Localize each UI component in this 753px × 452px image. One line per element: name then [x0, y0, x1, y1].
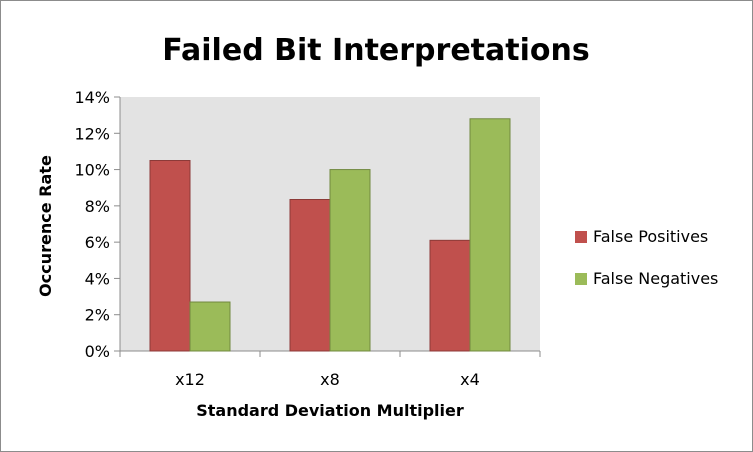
bar-false-negatives-x12	[189, 301, 231, 352]
legend-swatch	[575, 231, 587, 243]
legend-label: False Negatives	[593, 269, 718, 288]
bar-false-negatives-x8	[329, 169, 371, 352]
y-tick-label: 14%	[74, 88, 110, 107]
y-axis-title: Occurence Rate	[36, 155, 55, 297]
plot-area: 0% 2% 4% 6% 8% 10% 12% 14% x12 x8 x4	[74, 88, 541, 389]
bar-false-positives-x12	[149, 160, 191, 352]
y-tick-label: 6%	[85, 233, 110, 252]
y-tick-label: 0%	[85, 342, 110, 361]
y-tick-label: 4%	[85, 269, 110, 288]
chart-title: Failed Bit Interpretations	[162, 33, 589, 68]
x-tick-label: x12	[175, 370, 205, 389]
legend-label: False Positives	[593, 227, 708, 246]
bar-false-positives-x8	[289, 199, 331, 352]
y-tick-label: 8%	[85, 197, 110, 216]
legend-swatch	[575, 273, 587, 285]
x-tick-label: x8	[320, 370, 340, 389]
bar-false-positives-x4	[429, 239, 471, 352]
bar-false-negatives-x4	[469, 118, 511, 352]
x-axis-title: Standard Deviation Multiplier	[196, 401, 464, 420]
legend: False Positives False Negatives	[575, 227, 718, 288]
y-tick-label: 10%	[74, 161, 110, 180]
y-tick-label: 2%	[85, 306, 110, 325]
x-tick-label: x4	[460, 370, 480, 389]
y-tick-label: 12%	[74, 124, 110, 143]
